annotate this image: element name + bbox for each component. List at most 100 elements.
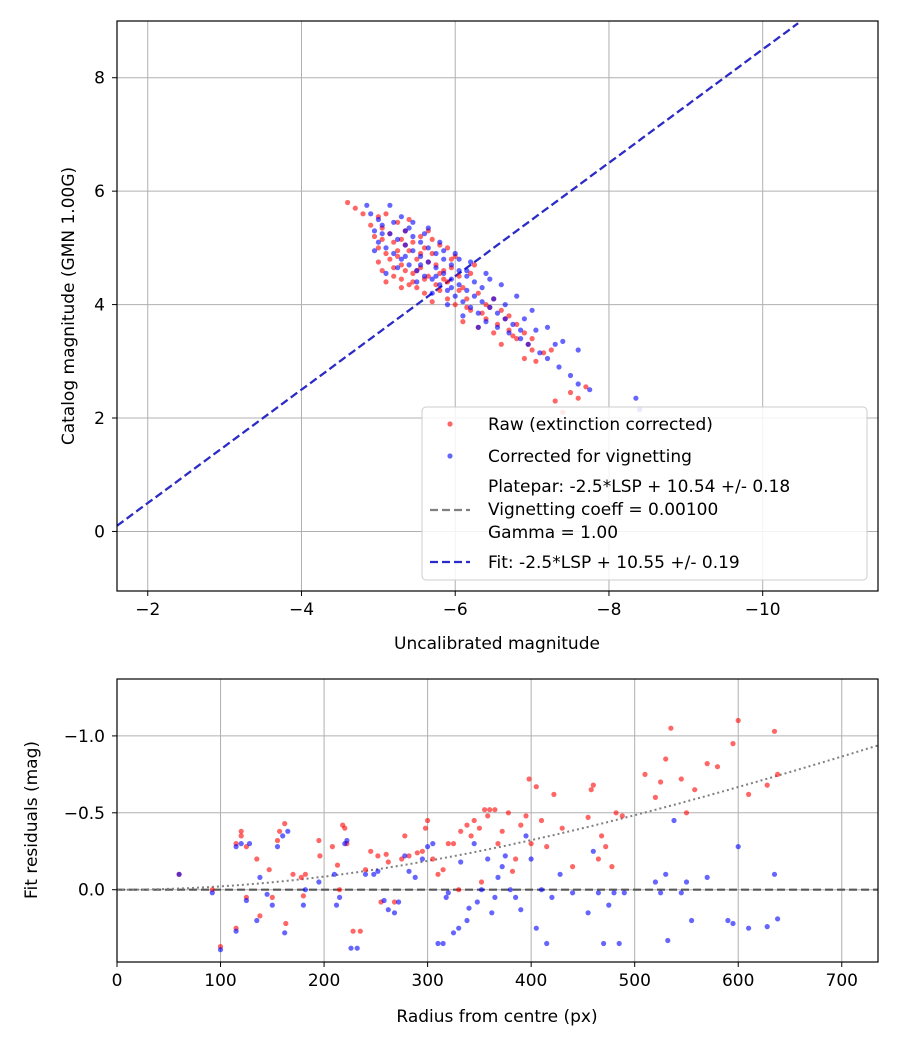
legend-fit-label: Fit: -2.5*LSP + 10.55 +/- 0.19 xyxy=(488,553,740,573)
top-x-ticks: −2 −4 −6 −8 −10 xyxy=(135,591,781,620)
bot-raw-point xyxy=(337,887,343,893)
bot-raw-point xyxy=(735,717,741,724)
bot-corrected-point xyxy=(474,899,480,905)
top-corrected-point xyxy=(444,287,451,293)
bot-corrected-point xyxy=(621,890,627,896)
top-corrected-point xyxy=(452,250,458,257)
bot-corrected-point xyxy=(478,887,485,893)
bot-corrected-point xyxy=(430,841,436,847)
legend-raw-marker xyxy=(447,421,453,427)
bot-corrected-point xyxy=(348,945,354,951)
top-y-tick-label: 6 xyxy=(94,182,105,202)
bot-raw-point xyxy=(274,837,281,844)
bottom-y-axis-label: Fit residuals (mag) xyxy=(22,741,42,899)
bot-x-tick-label: 200 xyxy=(308,971,340,991)
top-corrected-point xyxy=(514,293,520,299)
bot-corrected-point xyxy=(652,879,659,885)
bot-raw-point xyxy=(471,817,477,824)
top-legend: Raw (extinction corrected) Corrected for… xyxy=(421,406,868,581)
bottom-x-axis-label: Radius from centre (px) xyxy=(396,1007,597,1027)
bot-x-tick-label: 400 xyxy=(515,971,547,991)
bot-corrected-point xyxy=(495,874,501,881)
top-raw-point xyxy=(468,270,474,276)
bot-raw-point xyxy=(317,853,323,859)
bot-raw-point xyxy=(290,871,296,877)
top-raw-point xyxy=(567,389,574,396)
top-corrected-point xyxy=(375,216,381,223)
bot-corrected-point xyxy=(440,940,446,947)
bot-corrected-point xyxy=(264,891,270,897)
bot-raw-point xyxy=(509,868,516,874)
top-plot-frame xyxy=(116,20,879,592)
top-corrected-point xyxy=(391,250,397,257)
top-raw-point xyxy=(448,256,454,262)
top-corrected-point xyxy=(521,316,528,322)
top-raw-point xyxy=(464,296,470,302)
top-corrected-point xyxy=(421,231,428,237)
bot-raw-point xyxy=(683,810,690,816)
top-corrected-point xyxy=(471,279,477,285)
bot-corrected-point xyxy=(209,890,215,896)
bot-raw-point xyxy=(430,856,436,862)
bottom-points xyxy=(176,717,781,953)
bot-raw-point xyxy=(406,853,412,859)
bot-raw-point xyxy=(652,794,659,801)
bot-corrected-point xyxy=(585,910,591,916)
top-corrected-point xyxy=(398,214,404,220)
bot-raw-point xyxy=(544,844,550,850)
bot-raw-point xyxy=(499,828,505,834)
bot-raw-point xyxy=(445,841,451,847)
bot-corrected-point xyxy=(254,917,260,924)
bot-corrected-point xyxy=(280,833,286,839)
bot-corrected-point xyxy=(238,841,244,847)
top-corrected-point xyxy=(502,302,508,308)
bot-raw-point xyxy=(599,833,605,839)
top-raw-point xyxy=(391,273,397,279)
top-corrected-point xyxy=(391,219,397,225)
bot-raw-point xyxy=(585,814,591,821)
bot-corrected-point xyxy=(513,894,519,901)
top-corrected-point xyxy=(448,276,454,282)
bot-raw-point xyxy=(414,850,420,856)
bot-corrected-point xyxy=(683,879,690,885)
top-raw-point xyxy=(414,256,420,262)
top-raw-point xyxy=(444,279,451,285)
top-x-axis-label: Uncalibrated magnitude xyxy=(394,634,600,654)
bot-corrected-point xyxy=(611,890,617,896)
top-raw-point xyxy=(368,222,374,228)
top-corrected-point xyxy=(429,276,435,282)
bot-corrected-point xyxy=(257,874,263,881)
top-raw-point xyxy=(418,233,424,240)
bot-raw-point xyxy=(435,871,441,877)
bot-raw-point xyxy=(458,828,464,834)
bot-raw-point xyxy=(468,833,474,839)
top-corrected-point xyxy=(387,231,393,237)
top-points xyxy=(345,199,643,415)
top-raw-point xyxy=(498,341,504,347)
bot-corrected-point xyxy=(730,920,736,927)
bot-corrected-point xyxy=(499,864,505,870)
top-y-tick-label: 0 xyxy=(94,522,105,542)
bot-raw-point xyxy=(590,782,596,788)
top-corrected-point xyxy=(410,233,416,240)
top-raw-point xyxy=(444,245,451,251)
bot-corrected-point xyxy=(663,871,669,877)
top-raw-point xyxy=(398,285,404,291)
bot-corrected-point xyxy=(233,844,239,850)
bot-corrected-point xyxy=(464,917,470,924)
bot-raw-point xyxy=(595,856,602,862)
bot-corrected-point xyxy=(601,940,607,947)
bot-raw-point xyxy=(523,813,529,819)
top-corrected-point xyxy=(444,302,451,308)
legend-gamma-label: Gamma = 1.00 xyxy=(488,523,618,543)
top-raw-point xyxy=(491,330,497,336)
top-x-tick-label: −2 xyxy=(135,600,160,620)
top-raw-point xyxy=(379,236,385,242)
top-corrected-point xyxy=(441,270,447,276)
top-corrected-point xyxy=(633,395,639,401)
bot-raw-point xyxy=(487,807,493,813)
top-corrected-point xyxy=(383,245,389,251)
top-corrected-point xyxy=(418,262,424,268)
bot-corrected-point xyxy=(678,890,684,896)
top-corrected-point xyxy=(406,225,412,231)
